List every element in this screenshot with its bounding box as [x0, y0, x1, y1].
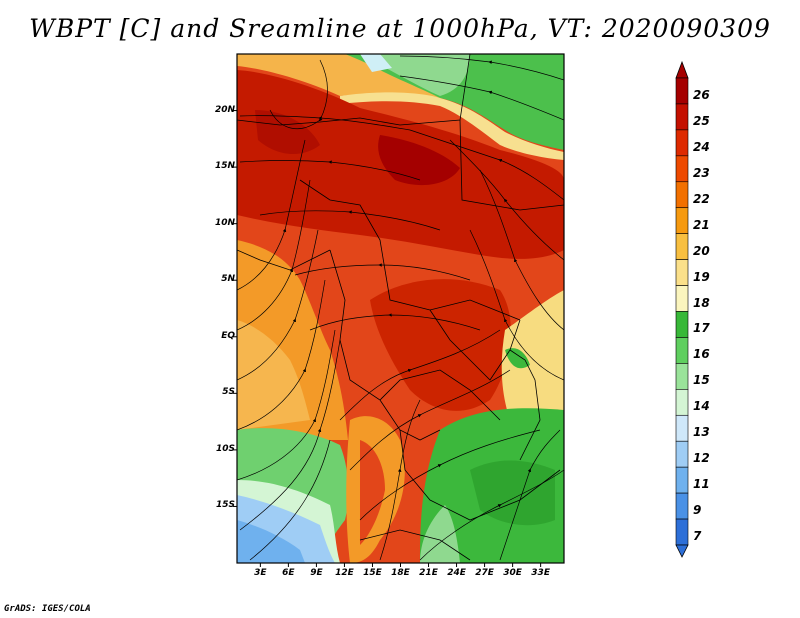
- colorbar-label: 22: [693, 191, 710, 206]
- colorbar-label: 24: [693, 139, 710, 154]
- colorbar-segment: [675, 337, 689, 364]
- colorbar-label: 20: [693, 243, 710, 258]
- colorbar-label: 25: [693, 113, 710, 128]
- lat-label: EQ: [221, 330, 235, 341]
- grads-credit: GrADS: IGES/COLA: [4, 604, 91, 614]
- colorbar-segment: [675, 155, 689, 183]
- colorbar-label: 7: [693, 529, 702, 543]
- lat-label: 5N: [221, 274, 235, 285]
- colorbar-segment: [675, 181, 689, 209]
- colorbar-label: 21: [693, 217, 710, 232]
- colorbar-label: 26: [693, 87, 710, 102]
- colorbar-label: 9: [693, 503, 702, 518]
- colorbar-segment: [675, 103, 689, 131]
- streamlines: [237, 55, 564, 561]
- axis-ticks: [233, 110, 542, 567]
- colorbar: [675, 60, 689, 558]
- colorbar-segment: [675, 285, 689, 312]
- colorbar-label: 11: [693, 477, 710, 492]
- lat-label: 15N: [214, 161, 235, 172]
- lon-label: 3E: [254, 568, 267, 578]
- colorbar-segment: [675, 129, 689, 157]
- colorbar-segment: [675, 207, 689, 234]
- colorbar-label: 18: [693, 295, 710, 310]
- colorbar-segment: [675, 363, 689, 390]
- colorbar-segment: [675, 414, 689, 442]
- colorbar-label: 16: [693, 347, 710, 362]
- lat-label: 5S: [222, 387, 235, 398]
- colorbar-segment: [675, 259, 689, 286]
- colorbar-segment: [675, 77, 689, 105]
- lon-label: 6E: [282, 568, 295, 578]
- colorbar-label: 15: [693, 373, 710, 388]
- colorbar-label: 17: [693, 321, 710, 336]
- lon-label: 30E: [503, 568, 522, 578]
- chart-title: WBPT [C] and Sreamline at 1000hPa, VT: 2…: [29, 14, 771, 43]
- colorbar-label: 23: [693, 165, 710, 180]
- lon-label: 12E: [335, 568, 354, 578]
- lat-label: 15S: [215, 500, 235, 511]
- lon-label: 18E: [391, 568, 410, 578]
- lat-label: 10S: [215, 443, 235, 454]
- lon-label: 9E: [310, 568, 323, 578]
- lat-label: 20N: [214, 104, 235, 115]
- lon-label: 27E: [475, 568, 494, 578]
- colorbar-label: 13: [693, 425, 710, 440]
- colorbar-max-arrow-icon: [675, 60, 689, 79]
- colorbar-segment: [675, 311, 689, 338]
- lat-label: 10N: [214, 217, 235, 228]
- colorbar-segment: [675, 518, 689, 546]
- lon-label: 21E: [419, 568, 438, 578]
- colorbar-segment: [675, 389, 689, 416]
- colorbar-min-arrow-icon: [675, 544, 689, 558]
- colorbar-label: 12: [693, 451, 710, 466]
- colorbar-segment: [675, 233, 689, 260]
- colorbar-segment: [675, 466, 689, 494]
- colorbar-label: 19: [693, 269, 710, 284]
- colorbar-segment: [675, 440, 689, 468]
- colorbar-segment: [675, 492, 689, 520]
- map-field: [237, 54, 564, 563]
- lon-label: 24E: [447, 568, 466, 578]
- lon-label: 33E: [531, 568, 550, 578]
- lon-label: 15E: [363, 568, 382, 578]
- colorbar-label: 14: [693, 399, 710, 414]
